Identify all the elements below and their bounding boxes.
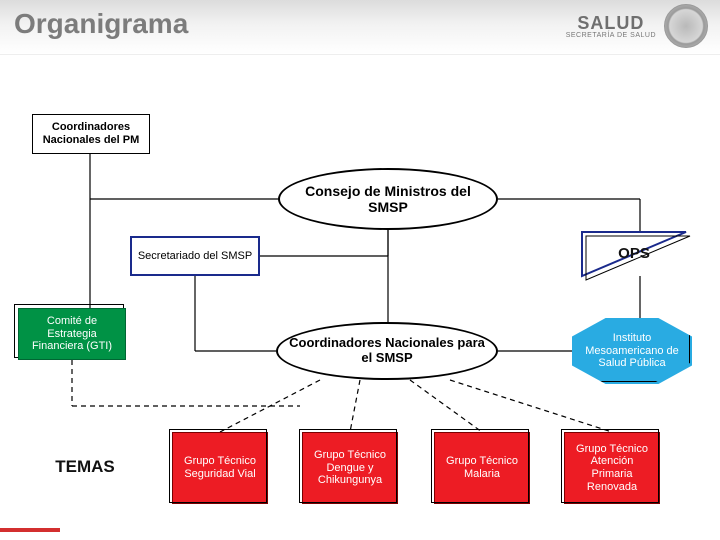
node-instituto: Instituto Mesoamericano de Salud Pública	[572, 318, 692, 384]
label-temas: TEMAS	[30, 452, 140, 482]
node-ops: OPS	[586, 232, 682, 276]
header: Organigrama SALUD SECRETARÍA DE SALUD	[0, 0, 720, 55]
logo-sub-text: SECRETARÍA DE SALUD	[566, 32, 656, 39]
node-consejo: Consejo de Ministros del SMSP	[278, 168, 498, 230]
node-grupo-atencion-primaria: Grupo Técnico Atención Primaria Renovada	[564, 432, 660, 504]
ministry-logo: SALUD SECRETARÍA DE SALUD	[566, 4, 708, 48]
node-grupo-dengue: Grupo Técnico Dengue y Chikungunya	[302, 432, 398, 504]
node-coord-pm: Coordinadores Nacionales del PM	[32, 114, 150, 154]
seal-icon	[664, 4, 708, 48]
footer-accent	[0, 528, 720, 532]
node-coord-smsp: Coordinadores Nacionales para el SMSP	[276, 322, 498, 380]
page-title: Organigrama	[14, 8, 188, 40]
node-secretariado: Secretariado del SMSP	[130, 236, 260, 276]
node-grupo-malaria: Grupo Técnico Malaria	[434, 432, 530, 504]
logo-main-text: SALUD	[566, 14, 656, 32]
node-grupo-seguridad-vial: Grupo Técnico Seguridad Vial	[172, 432, 268, 504]
org-chart: Coordinadores Nacionales del PM Consejo …	[0, 54, 720, 540]
node-comite: Comité de Estrategia Financiera (GTI)	[18, 308, 126, 360]
